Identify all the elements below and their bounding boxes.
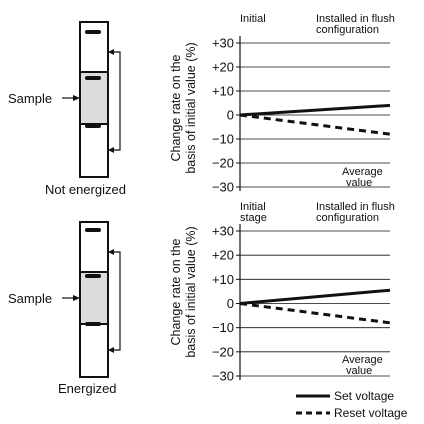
connection-bracket [108, 51, 121, 151]
annotation-installed-line1: Installed in flush [316, 201, 395, 213]
annotation-initial: Initial [240, 201, 266, 213]
connection-bracket [108, 251, 121, 351]
contact-bar [85, 228, 101, 232]
arrow-head-icon [73, 295, 80, 301]
sample-region [79, 271, 109, 325]
y-axis-label-line2: basis of initial value (%) [184, 42, 198, 173]
average-value-label-line1: Average [342, 354, 383, 366]
arrow-head-icon [73, 95, 80, 101]
y-tick-label: −20 [212, 344, 234, 359]
legend: Set voltage Reset voltage [296, 389, 408, 420]
grid-lines [236, 230, 390, 377]
contact-bar [85, 76, 101, 80]
y-tick-label: +30 [212, 36, 234, 51]
series-line-reset-voltage [239, 113, 391, 136]
y-axis-label-line1: Change rate on the [169, 54, 183, 161]
chart-top: Change rate on the basis of initial valu… [169, 13, 395, 195]
y-tick-label: +20 [212, 248, 234, 263]
y-tick-label: −10 [212, 320, 234, 335]
series-line-reset-voltage [239, 302, 391, 325]
grid-lines [236, 42, 390, 188]
y-tick-label: 0 [227, 296, 234, 311]
y-tick-label: −20 [212, 156, 234, 171]
y-tick-labels: +30 +20 +10 0 −10 −20 −30 [212, 36, 234, 195]
average-value-label-line1: Average [342, 166, 383, 178]
y-axis-label-line2: basis of initial value (%) [184, 226, 198, 357]
contact-bar [85, 274, 101, 278]
y-tick-label: +20 [212, 60, 234, 75]
contact-bar [85, 322, 101, 326]
series-group [239, 288, 391, 325]
annotation-installed-line1: Installed in flush [316, 13, 395, 25]
legend-set-label: Set voltage [334, 389, 394, 403]
y-axis-label-line1: Change rate on the [169, 238, 183, 345]
y-tick-label: 0 [227, 108, 234, 123]
series-line-set-voltage [239, 288, 391, 305]
sample-label-bottom: Sample [8, 291, 52, 306]
contact-bar [85, 30, 101, 34]
arrow-head-icon [108, 347, 114, 353]
y-tick-label: +10 [212, 272, 234, 287]
energized-label: Energized [58, 381, 117, 396]
sample-label-top: Sample [8, 91, 52, 106]
device-diagram-top: Sample Not energized [8, 21, 126, 197]
annotation-initial: Initial [240, 13, 266, 25]
arrow-head-icon [108, 49, 114, 55]
y-tick-label: +30 [212, 224, 234, 239]
y-tick-label: −10 [212, 132, 234, 147]
series-line-set-voltage [239, 103, 391, 117]
contact-bar [85, 124, 101, 128]
series-group [239, 103, 391, 136]
y-tick-label: −30 [212, 369, 234, 384]
average-value-label-line2: value [346, 177, 372, 189]
device-diagram-bottom: Sample Energized [8, 221, 121, 396]
arrow-head-icon [108, 147, 114, 153]
y-tick-label: −30 [212, 180, 234, 195]
not-energized-label: Not energized [45, 182, 126, 197]
y-tick-label: +10 [212, 84, 234, 99]
chart-bottom: Change rate on the basis of initial valu… [169, 201, 395, 384]
annotation-installed-line2: configuration [316, 212, 379, 224]
legend-reset-label: Reset voltage [334, 406, 408, 420]
y-tick-labels: +30 +20 +10 0 −10 −20 −30 [212, 224, 234, 384]
annotation-stage: stage [240, 212, 267, 224]
arrow-head-icon [108, 249, 114, 255]
annotation-installed-line2: configuration [316, 24, 379, 36]
average-value-label-line2: value [346, 365, 372, 377]
